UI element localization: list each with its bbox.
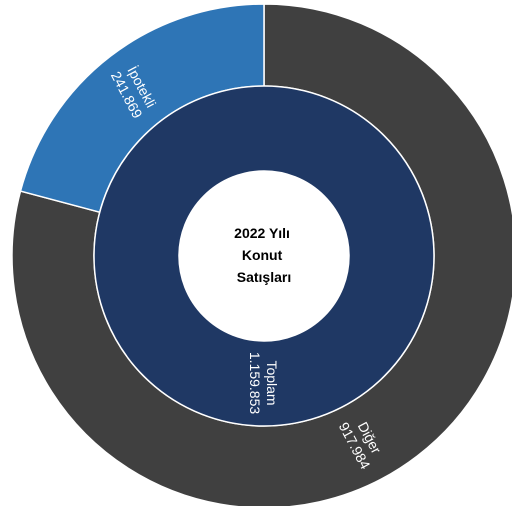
slice-label-name: Toplam bbox=[264, 360, 280, 405]
center-label-line-2: Konut bbox=[242, 247, 283, 263]
center-label-line-1: 2022 Yılı bbox=[234, 225, 290, 241]
center-label-line-3: Satışları bbox=[237, 269, 291, 285]
center-label: 2022 Yılı Konut Satışları bbox=[234, 225, 294, 285]
slice-label-toplam: Toplam1.159.853 bbox=[247, 352, 280, 414]
center-hole bbox=[179, 171, 349, 341]
slice-label-diger: Diğer917.984 bbox=[336, 412, 389, 472]
slice-label-value: 1.159.853 bbox=[247, 352, 263, 414]
